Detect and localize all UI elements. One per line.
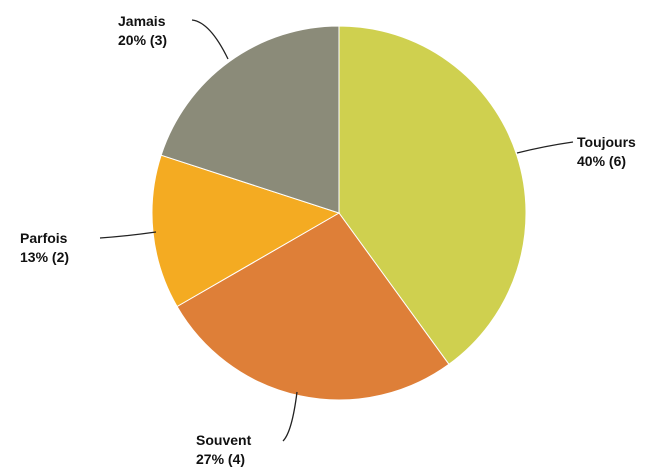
slice-label-souvent-name: Souvent bbox=[196, 432, 252, 448]
leader-lines bbox=[99, 19, 574, 442]
slice-label-jamais-name: Jamais bbox=[118, 13, 166, 29]
slice-label-souvent-value: 27% (4) bbox=[196, 451, 245, 467]
slice-label-parfois: Parfois 13% (2) bbox=[20, 230, 69, 265]
slice-label-parfois-value: 13% (2) bbox=[20, 249, 69, 265]
pie-slices bbox=[151, 25, 527, 401]
pie-slice-toujours bbox=[338, 25, 527, 365]
slice-label-toujours-name: Toujours bbox=[577, 134, 636, 150]
slice-label-souvent: Souvent 27% (4) bbox=[196, 432, 252, 467]
leader-line-souvent bbox=[282, 391, 298, 442]
leader-line-jamais bbox=[191, 19, 229, 60]
slice-label-toujours-value: 40% (6) bbox=[577, 153, 626, 169]
leader-line-parfois bbox=[99, 231, 157, 239]
pie-slice-souvent bbox=[176, 212, 450, 401]
slice-label-toujours: Toujours 40% (6) bbox=[577, 134, 636, 169]
slice-label-jamais: Jamais 20% (3) bbox=[118, 13, 167, 48]
leader-line-toujours bbox=[516, 141, 574, 154]
pie-slice-jamais bbox=[160, 25, 340, 214]
slice-label-jamais-value: 20% (3) bbox=[118, 32, 167, 48]
slice-label-parfois-name: Parfois bbox=[20, 230, 68, 246]
